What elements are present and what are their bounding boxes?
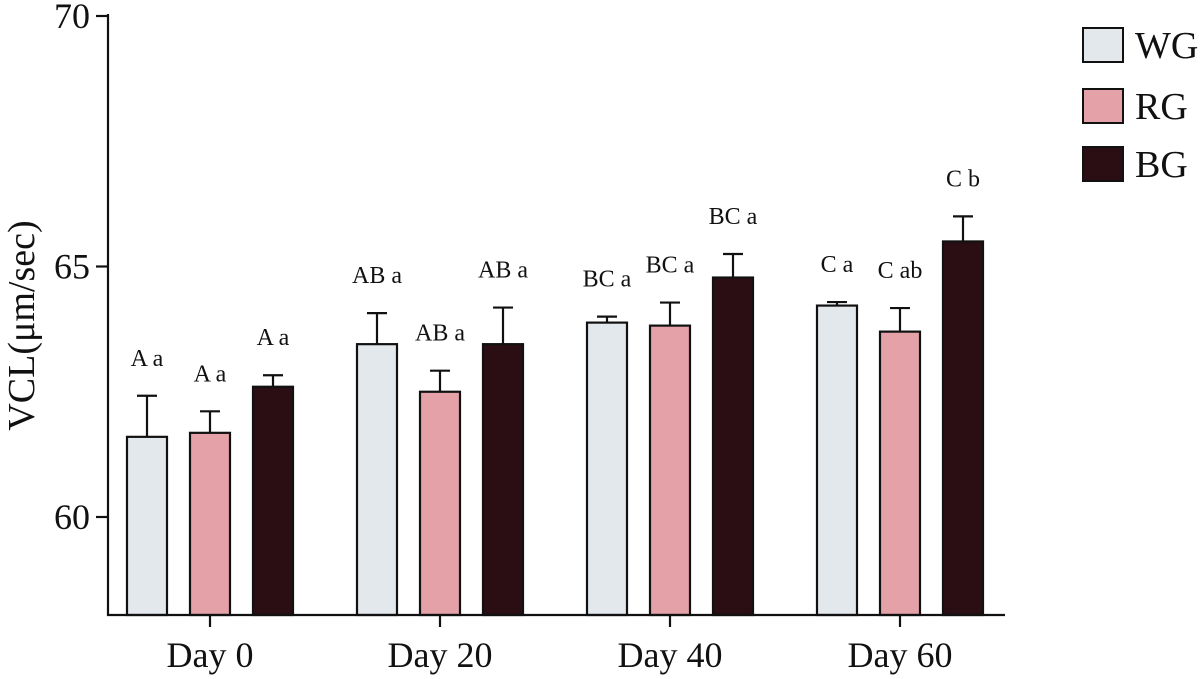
axes-layer: 60 65 70 Day 0 Day 20 Day 40 Day 60 VCL(μm/sec) [1,0,1005,675]
legend-label-bg: BG [1135,144,1188,186]
bar-bg-1 [481,343,525,617]
legend: WG RG BG [1082,25,1198,186]
legend-swatch-wg [1082,27,1124,63]
bar-rg-0 [188,431,232,617]
legend-swatch-bg [1082,146,1124,182]
significance-label: C b [946,166,980,192]
y-tick-label: 60 [54,497,90,537]
y-axis-label: VCL(μm/sec) [1,220,43,430]
significance-label: C a [821,252,854,278]
significance-label: BC a [709,204,758,230]
significance-label: A a [194,361,227,387]
significance-label: AB a [352,263,402,289]
bars-layer [125,215,985,617]
significance-label: BC a [583,267,632,293]
x-tick-label: Day 0 [167,635,254,675]
y-tick-label: 65 [54,247,90,287]
legend-swatch-rg [1082,88,1124,124]
bar-wg-0 [125,435,169,617]
legend-label-wg: WG [1135,25,1198,67]
bar-wg-3 [815,304,859,617]
significance-label: A a [131,346,164,372]
labels-layer: A a AB a BC a C a A a AB a BC a C ab A a AB a BC a… [131,166,980,387]
y-tick-label: 70 [54,0,90,36]
bar-rg-2 [648,324,692,617]
bar-rg-1 [418,390,462,617]
significance-label: AB a [478,258,528,284]
bar-bg-0 [251,385,295,617]
bar-rg-3 [878,330,922,617]
significance-label: AB a [415,321,465,347]
bar-wg-1 [355,343,399,617]
bar-bg-2 [711,276,755,617]
significance-label: C ab [878,258,923,284]
bar-bg-3 [941,240,985,617]
significance-label: BC a [646,253,695,279]
x-tick-label: Day 40 [618,635,723,675]
x-tick-label: Day 20 [388,635,493,675]
x-tick-label: Day 60 [848,635,953,675]
legend-label-rg: RG [1135,86,1188,128]
significance-label: A a [257,325,290,351]
bar-wg-2 [585,321,629,617]
